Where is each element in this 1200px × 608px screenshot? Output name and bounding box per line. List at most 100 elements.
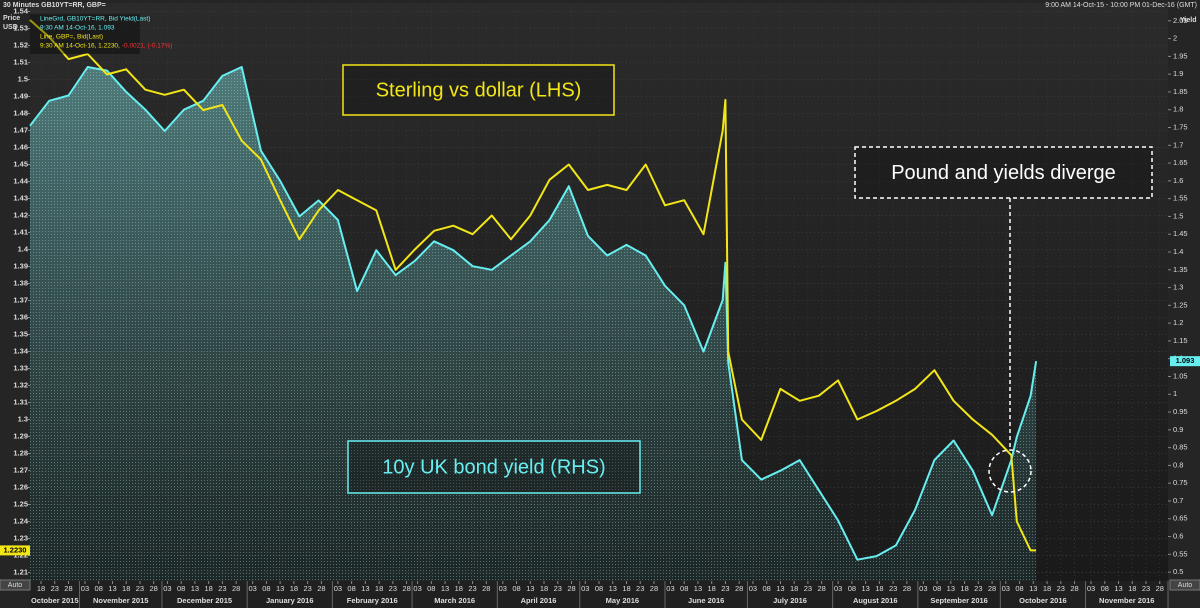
x-tick-label: 18: [790, 584, 798, 593]
y2-tick-label: 1.6: [1173, 176, 1183, 185]
y2-tick-label: 1.15: [1173, 336, 1188, 345]
y2-tick-label: 1.25: [1173, 300, 1188, 309]
legend-box: [30, 14, 140, 54]
y2-tick-label: 1.7: [1173, 140, 1183, 149]
x-tick-label: 08: [347, 584, 355, 593]
x-tick-label: 23: [468, 584, 476, 593]
x-tick-label: 28: [817, 584, 825, 593]
y-tick-label: 1.48: [13, 108, 28, 117]
last-value-label: 1.2230: [4, 545, 27, 554]
x-tick-label: 03: [1087, 584, 1095, 593]
legend-name: Line, GBP=, Bid(Last): [40, 34, 103, 41]
x-tick-label: 18: [1128, 584, 1136, 593]
month-label: August 2016: [853, 596, 898, 605]
x-tick-label: 03: [413, 584, 421, 593]
y2-tick-label: 0.65: [1173, 514, 1188, 523]
x-tick-label: 28: [1156, 584, 1164, 593]
y2-tick-label: 1.95: [1173, 51, 1188, 60]
y-tick-label: 1.32: [13, 380, 28, 389]
y2-tick-label: 1.75: [1173, 122, 1188, 131]
x-tick-label: 03: [666, 584, 674, 593]
x-tick-label: 13: [609, 584, 617, 593]
x-tick-label: 28: [988, 584, 996, 593]
x-tick-label: 23: [389, 584, 397, 593]
x-tick-label: 23: [636, 584, 644, 593]
y-tick-label: 1.23: [13, 533, 28, 542]
annotation-text: 10y UK bond yield (RHS): [382, 456, 605, 478]
x-tick-label: 28: [735, 584, 743, 593]
y2-tick-label: 1.65: [1173, 158, 1188, 167]
y2-tick-label: 1.85: [1173, 87, 1188, 96]
y2-tick-label: 1.05: [1173, 371, 1188, 380]
y2-tick-label: 1.35: [1173, 265, 1188, 274]
series-area-dots: [30, 67, 1037, 581]
y-tick-label: 1.3: [18, 414, 28, 423]
x-tick-label: 23: [804, 584, 812, 593]
x-tick-label: 28: [650, 584, 658, 593]
auto-button[interactable]: [1169, 579, 1200, 591]
x-tick-label: 23: [218, 584, 226, 593]
y2-tick-label: 1.5: [1173, 211, 1183, 220]
y2-axis-label: Yield: [1180, 17, 1196, 24]
x-tick-label: 03: [834, 584, 842, 593]
x-tick-label: 23: [136, 584, 144, 593]
auto-button[interactable]: [0, 579, 31, 591]
x-tick-label: 13: [108, 584, 116, 593]
y2-tick-label: 1.45: [1173, 229, 1188, 238]
y-tick-label: 1.42: [13, 210, 28, 219]
x-tick-label: 28: [567, 584, 575, 593]
x-tick-label: 28: [1070, 584, 1078, 593]
y-tick-label: 1.24: [13, 516, 28, 525]
auto-label: Auto: [8, 582, 23, 589]
month-label: October 2016: [1019, 596, 1067, 605]
x-tick-label: 18: [960, 584, 968, 593]
y-tick-label: 1.47: [13, 125, 28, 134]
x-tick-label: 28: [482, 584, 490, 593]
x-tick-label: 23: [974, 584, 982, 593]
x-tick-label: 28: [402, 584, 410, 593]
x-tick-label: 28: [317, 584, 325, 593]
month-label: November 2016: [1099, 596, 1154, 605]
y-tick-label: 1.41: [13, 227, 28, 236]
x-tick-label: 18: [622, 584, 630, 593]
x-tick-label: 13: [441, 584, 449, 593]
y-tick-label: 1.54: [13, 6, 28, 15]
y-tick-label: 1.52: [13, 40, 28, 49]
annotation-text: Pound and yields diverge: [891, 162, 1116, 184]
x-tick-label: 03: [581, 584, 589, 593]
annotation-text: Sterling vs dollar (LHS): [376, 79, 582, 101]
y2-tick-label: 0.85: [1173, 443, 1188, 452]
x-tick-label: 28: [903, 584, 911, 593]
x-tick-label: 13: [694, 584, 702, 593]
y2-tick-label: 1.3: [1173, 283, 1183, 292]
y-tick-label: 1.5: [18, 74, 28, 83]
month-label: December 2015: [177, 596, 232, 605]
x-tick-label: 08: [848, 584, 856, 593]
y-tick-label: 1.46: [13, 142, 28, 151]
x-tick-label: 03: [499, 584, 507, 593]
x-tick-label: 08: [95, 584, 103, 593]
auto-label: Auto: [1178, 582, 1193, 589]
y2-tick-label: 0.75: [1173, 478, 1188, 487]
chart-title: 30 Minutes GB10YT=RR, GBP=: [3, 2, 106, 9]
y2-tick-label: 0.9: [1173, 425, 1183, 434]
x-tick-label: 13: [1114, 584, 1122, 593]
x-tick-label: 08: [262, 584, 270, 593]
y2-tick-label: 0.5: [1173, 567, 1183, 576]
month-label: October 2015: [31, 596, 79, 605]
x-tick-label: 18: [204, 584, 212, 593]
x-tick-label: 13: [361, 584, 369, 593]
x-tick-label: 18: [122, 584, 130, 593]
chart-subtitle: 9:00 AM 14-Oct-15 - 10:00 PM 01-Dec-16 (…: [1045, 2, 1197, 9]
y-tick-label: 1.28: [13, 448, 28, 457]
x-tick-label: 13: [861, 584, 869, 593]
y2-tick-label: 1.2: [1173, 318, 1183, 327]
y-tick-label: 1.44: [13, 176, 28, 185]
x-tick-label: 23: [1142, 584, 1150, 593]
x-tick-label: 13: [1029, 584, 1037, 593]
x-tick-label: 03: [334, 584, 342, 593]
y-tick-label: 1.35: [13, 329, 28, 338]
x-tick-label: 13: [947, 584, 955, 593]
annotation-box: [342, 64, 615, 116]
